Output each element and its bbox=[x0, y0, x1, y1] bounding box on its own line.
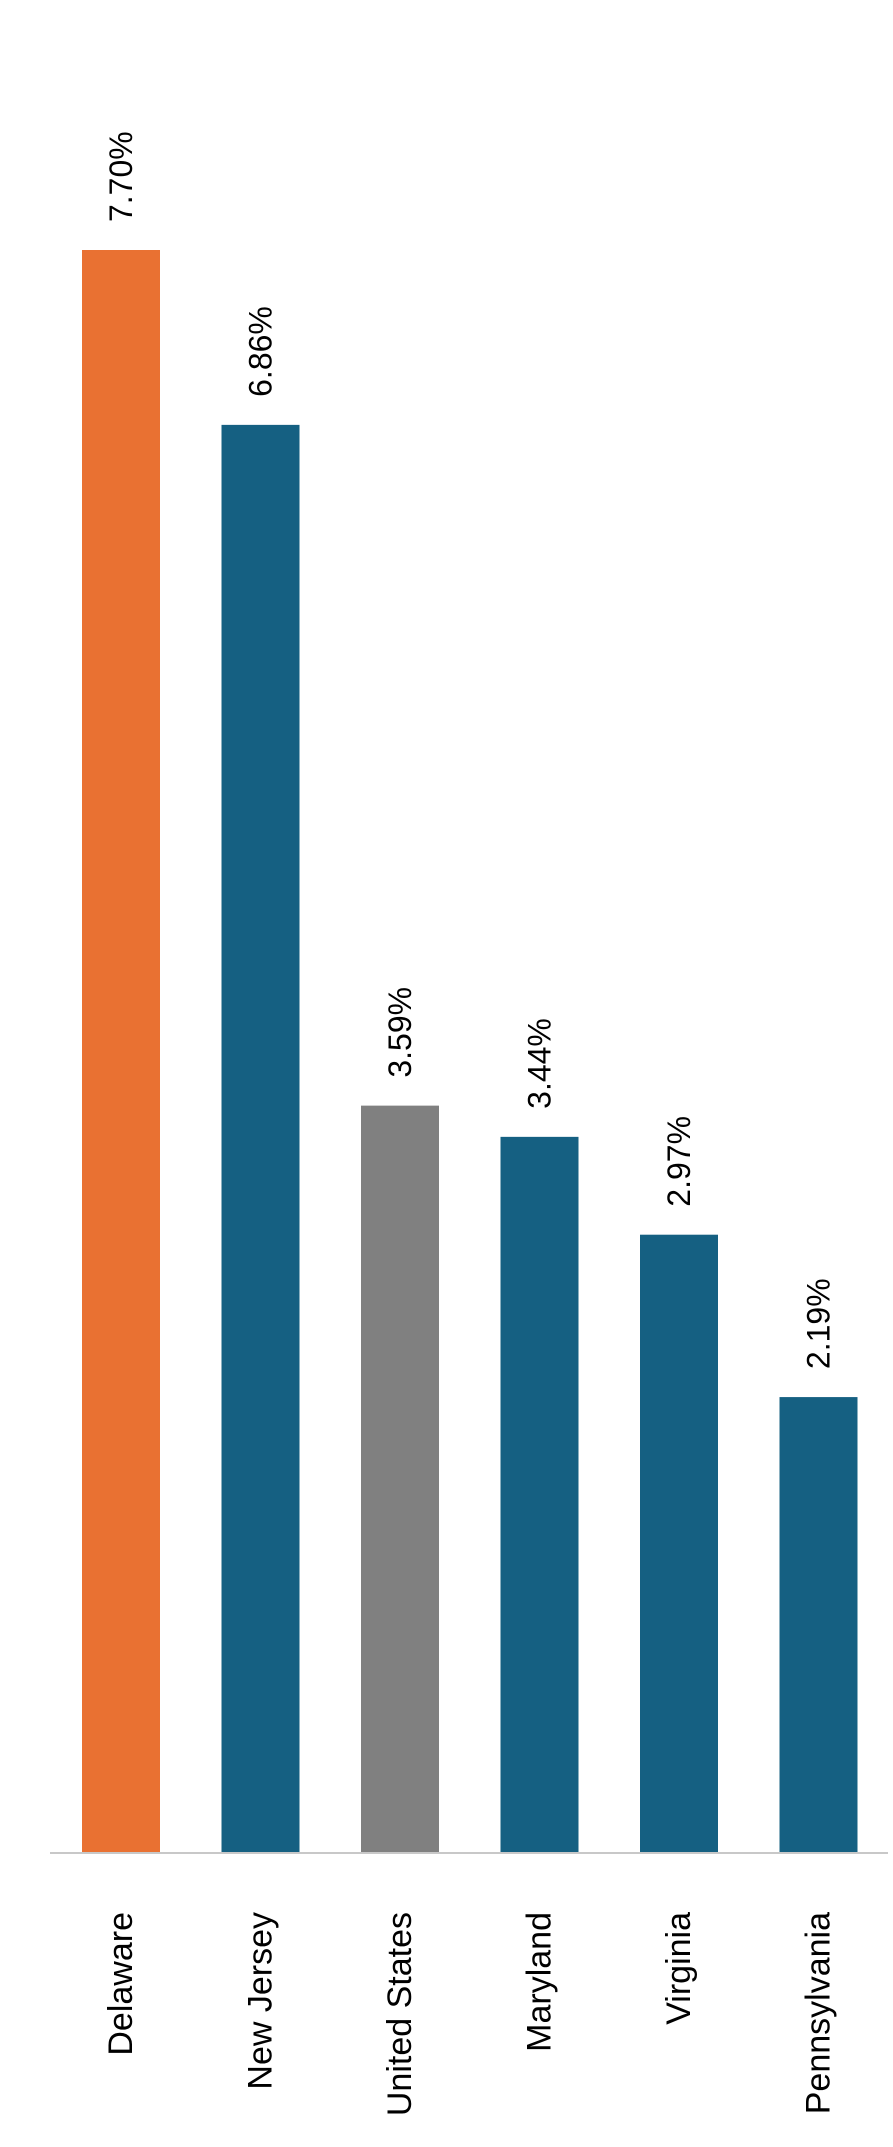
value-label-pennsylvania: 2.19% bbox=[801, 1278, 837, 1369]
category-labels-group: Delaware New Jersey United States Maryland V… bbox=[102, 1912, 838, 2116]
category-label-new-jersey: New Jersey bbox=[242, 1912, 280, 2090]
value-label-delaware: 7.70% bbox=[103, 131, 139, 222]
category-label-delaware: Delaware bbox=[102, 1912, 140, 2056]
category-label-pennsylvania: Pennsylvania bbox=[800, 1912, 838, 2114]
bar-virginia bbox=[640, 1234, 718, 1853]
bars-group bbox=[82, 250, 858, 1853]
value-labels-group: 7.70% 6.86% 3.59% 3.44% 2.97% 2.19% bbox=[103, 131, 837, 1369]
value-label-united-states: 3.59% bbox=[382, 987, 418, 1078]
category-label-virginia: Virginia bbox=[660, 1912, 698, 2025]
value-label-new-jersey: 6.86% bbox=[243, 306, 279, 397]
value-label-virginia: 2.97% bbox=[661, 1116, 697, 1207]
bar-delaware bbox=[82, 250, 160, 1853]
bar-united-states bbox=[361, 1105, 439, 1853]
category-label-united-states: United States bbox=[381, 1912, 419, 2116]
bar-new-jersey bbox=[221, 424, 300, 1853]
category-label-maryland: Maryland bbox=[521, 1912, 559, 2052]
bar-pennsylvania bbox=[779, 1397, 858, 1853]
value-label-maryland: 3.44% bbox=[522, 1018, 558, 1109]
bar-maryland bbox=[500, 1136, 579, 1853]
